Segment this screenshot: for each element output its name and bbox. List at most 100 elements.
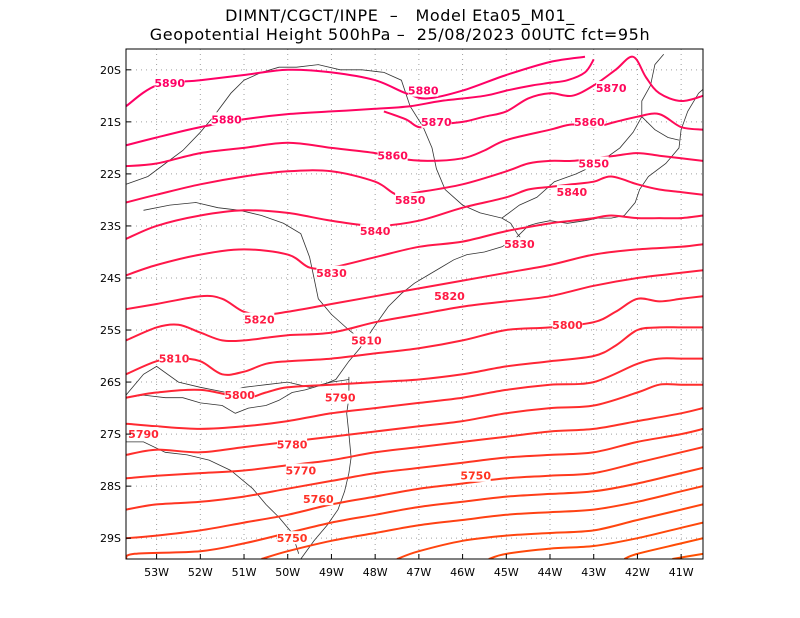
contour-5730 [126,466,703,559]
contour-label: 5880 [211,113,242,126]
lon-tick-label: 41W [669,566,694,579]
contour-label-halo [128,427,159,441]
contour-label: 5820 [244,314,275,327]
contour-label-halo [556,185,587,199]
axis-ticks: 53W 52W 51W 50W 49W 48W 47W 46W 45W 44W 43W 42W 41W 2… [100,64,694,579]
contour-label-halo [154,75,185,89]
contour-label-halo [224,388,255,402]
contour-label: 5860 [574,116,605,129]
lat-tick-label: 22S [100,168,121,181]
contour-label: 5870 [596,82,627,95]
contour-5860 [126,112,703,168]
contour-label: 5750 [277,532,308,545]
contour-label-halo [285,463,316,477]
lat-tick-label: 29S [100,532,121,545]
lat-tick-label: 23S [100,220,121,233]
contour-label: 5800 [552,319,583,332]
contour-5890 [126,55,586,108]
contour-label-halo [316,265,347,279]
contour-label: 5800 [224,389,255,402]
contour-5720 [261,485,703,559]
contour-label: 5810 [351,334,382,347]
lon-tick-label: 52W [188,566,213,579]
contour-label: 5890 [154,77,185,90]
contour-label-halo [377,148,408,162]
contour-label: 5760 [303,493,334,506]
contour-5740 [126,446,703,540]
lon-tick-label: 49W [319,566,344,579]
contour-5750 [126,427,703,511]
contour-label-halo [574,114,605,128]
contour-labels: 5890 5880 5880 5870 5870 5860 5860 5850 5850 5840… [128,75,627,545]
contour-label-halo [159,351,190,365]
state-border-pr-sp [143,202,363,341]
lat-tick-label: 25S [100,324,121,337]
contour-5760 [126,407,703,480]
lat-tick-label: 26S [100,376,121,389]
lat-tick-label: 20S [100,64,121,77]
contour-label-halo [552,317,583,331]
contour-5680 [672,552,703,559]
lon-tick-label: 53W [144,566,169,579]
contour-label-halo [578,156,609,170]
contour-label: 5750 [460,470,491,483]
contour-5690 [623,537,703,559]
contour-label: 5790 [325,392,356,405]
contour-label: 5860 [377,150,408,163]
height-contours [126,55,703,559]
contour-5780 [126,357,703,430]
contour-label: 5820 [434,290,465,303]
lat-tick-label: 27S [100,428,121,441]
contour-label-halo [408,83,439,97]
contour-label: 5870 [421,116,452,129]
contour-5840 [126,175,703,240]
contour-label-halo [244,312,275,326]
contour-label: 5780 [277,439,308,452]
lat-tick-label: 21S [100,116,121,129]
contour-5770 [126,383,703,456]
lon-tick-label: 47W [406,566,431,579]
contour-label: 5830 [316,267,347,280]
contour-label-halo [434,289,465,303]
contour-5710 [396,503,703,559]
contour-label: 5880 [408,85,439,98]
coastlines [126,53,703,559]
contour-label-halo [325,390,356,404]
contour-label-halo [303,492,334,506]
lon-tick-label: 44W [538,566,563,579]
contour-label: 5840 [557,186,588,199]
contour-5820 [126,243,703,316]
contour-5700 [488,521,703,559]
lon-tick-label: 46W [450,566,475,579]
brazil-coast [126,88,703,414]
lon-tick-label: 51W [232,566,257,579]
contour-5810 [126,269,703,343]
lon-tick-label: 43W [581,566,606,579]
contour-label-halo [277,531,308,545]
contour-label: 5840 [360,225,391,238]
state-border-mg-es [641,116,680,141]
contour-label: 5810 [159,353,190,366]
lat-tick-label: 28S [100,480,121,493]
contour-label-halo [504,237,535,251]
contour-label: 5850 [578,157,609,170]
contour-5850 [126,152,703,204]
chart-title-line-1: DIMNT/CGCT/INPE – Model Eta05_M01_ [225,6,575,25]
contour-label-halo [351,333,382,347]
state-border-sp-mg [126,53,665,219]
contour-5830 [126,214,703,277]
lon-tick-label: 42W [625,566,650,579]
contour-label-halo [360,224,391,238]
contour-label-halo [460,468,491,482]
lon-tick-label: 48W [363,566,388,579]
lat-tick-label: 24S [100,272,121,285]
santa-catarina-rs-coast [300,376,352,559]
contour-label: 5790 [128,428,159,441]
lon-tick-label: 50W [275,566,300,579]
contour-5880 [126,58,595,147]
contour-5800 [126,295,703,376]
contour-label-halo [211,112,242,126]
chart-title-line-2: Geopotential Height 500hPa – 25/08/2023 … [149,25,651,44]
contour-label: 5850 [395,194,426,207]
